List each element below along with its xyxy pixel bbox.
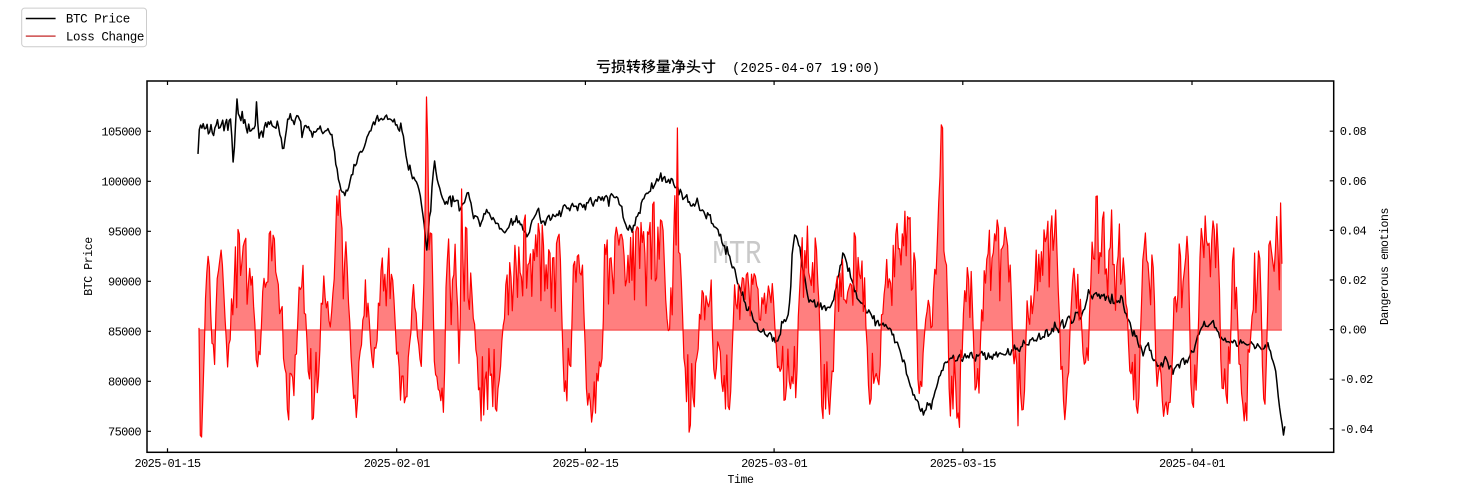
svg-text:Time: Time [727, 474, 754, 487]
svg-text:80000: 80000 [108, 375, 141, 389]
svg-text:100000: 100000 [101, 175, 141, 189]
svg-text:2025-03-01: 2025-03-01 [741, 457, 807, 471]
svg-text:(2025-04-07 19:00): (2025-04-07 19:00) [732, 61, 880, 77]
svg-text:Dangerous emotions: Dangerous emotions [1379, 208, 1392, 325]
svg-text:0.08: 0.08 [1340, 125, 1367, 139]
svg-text:95000: 95000 [108, 225, 141, 239]
svg-text:BTC Price: BTC Price [66, 13, 130, 27]
svg-text:Loss Change: Loss Change [66, 30, 144, 44]
svg-text:MTR: MTR [713, 236, 762, 273]
svg-text:BTC Price: BTC Price [83, 237, 96, 296]
svg-text:-0.02: -0.02 [1340, 373, 1373, 387]
svg-text:2025-02-15: 2025-02-15 [552, 457, 618, 471]
svg-text:0.06: 0.06 [1340, 175, 1367, 189]
svg-text:2025-02-01: 2025-02-01 [364, 457, 430, 471]
svg-text:-0.04: -0.04 [1340, 423, 1373, 437]
svg-text:2025-03-15: 2025-03-15 [930, 457, 996, 471]
svg-text:0.00: 0.00 [1340, 324, 1367, 338]
svg-text:105000: 105000 [101, 125, 141, 139]
svg-text:0.04: 0.04 [1340, 224, 1367, 238]
svg-text:2025-01-15: 2025-01-15 [134, 457, 200, 471]
svg-text:90000: 90000 [108, 275, 141, 289]
svg-text:0.02: 0.02 [1340, 274, 1367, 288]
svg-text:75000: 75000 [108, 425, 141, 439]
svg-text:85000: 85000 [108, 325, 141, 339]
svg-text:2025-04-01: 2025-04-01 [1159, 457, 1225, 471]
